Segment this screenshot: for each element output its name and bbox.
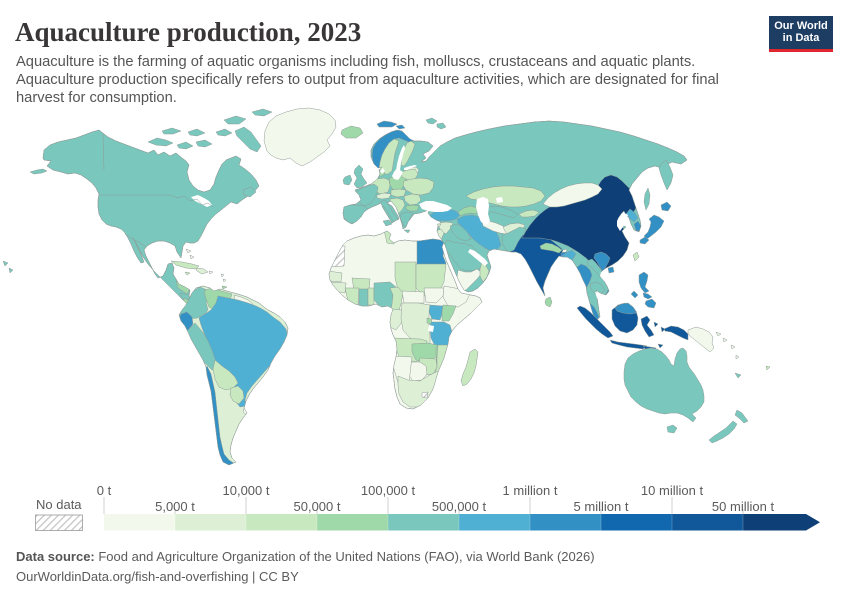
svg-text:50,000 t: 50,000 t [294,499,341,514]
svg-text:5 million t: 5 million t [574,499,629,514]
svg-text:500,000 t: 500,000 t [432,499,487,514]
svg-text:1 million t: 1 million t [503,483,558,498]
svg-text:10 million t: 10 million t [641,483,704,498]
svg-text:100,000 t: 100,000 t [361,483,416,498]
svg-text:0 t: 0 t [97,483,112,498]
svg-text:50 million t: 50 million t [712,499,775,514]
svg-text:10,000 t: 10,000 t [223,483,270,498]
svg-text:5,000 t: 5,000 t [155,499,195,514]
